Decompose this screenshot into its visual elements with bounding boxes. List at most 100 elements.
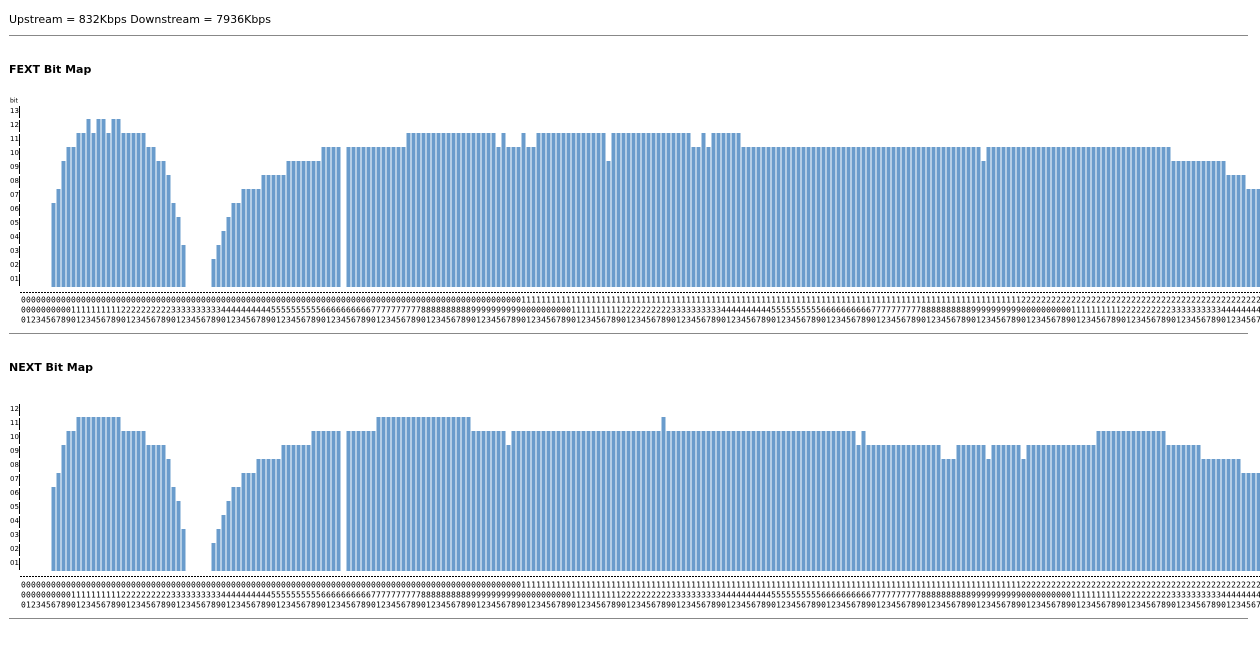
- tone-bar: [646, 431, 651, 571]
- tone-bar: [721, 431, 726, 571]
- tone-bar: [936, 147, 941, 287]
- tone-bar: [636, 431, 641, 571]
- tone-bar: [56, 189, 61, 287]
- tone-bar: [351, 431, 356, 571]
- tone-bar: [921, 445, 926, 571]
- tone-bar: [1056, 147, 1061, 287]
- tone-bar: [786, 147, 791, 287]
- tone-bar: [686, 133, 691, 287]
- tone-bar: [961, 147, 966, 287]
- tone-bar: [581, 133, 586, 287]
- tone-bar: [916, 445, 921, 571]
- tone-bar: [461, 417, 466, 571]
- tone-bar: [216, 529, 221, 571]
- tone-bar: [566, 431, 571, 571]
- y-tick-label: 04: [10, 233, 19, 241]
- tone-bar: [706, 431, 711, 571]
- tone-bar: [441, 133, 446, 287]
- tone-bar: [1111, 147, 1116, 287]
- tone-bar: [226, 217, 231, 287]
- tone-bar: [606, 161, 611, 287]
- tone-bar: [1231, 175, 1236, 287]
- tone-bar: [1031, 445, 1036, 571]
- tone-bar: [946, 147, 951, 287]
- tone-bar: [486, 133, 491, 287]
- tone-bar: [701, 431, 706, 571]
- tone-bar: [1081, 147, 1086, 287]
- tone-bar: [791, 147, 796, 287]
- tone-bar: [631, 133, 636, 287]
- tone-bar: [536, 431, 541, 571]
- tone-bar: [976, 445, 981, 571]
- y-tick-label: 02: [10, 261, 19, 269]
- tone-bar: [241, 473, 246, 571]
- tone-bar: [266, 459, 271, 571]
- tone-bar: [271, 459, 276, 571]
- chart-title: NEXT Bit Map: [9, 361, 93, 374]
- tone-bar: [956, 445, 961, 571]
- tone-bar: [631, 431, 636, 571]
- tone-bar: [356, 147, 361, 287]
- tone-bar: [396, 147, 401, 287]
- tone-bar: [71, 147, 76, 287]
- tone-bar: [126, 133, 131, 287]
- tone-bar: [171, 203, 176, 287]
- tone-bar: [1146, 147, 1151, 287]
- tone-bar: [881, 147, 886, 287]
- tone-bar: [641, 133, 646, 287]
- tone-bar: [826, 431, 831, 571]
- tone-bar: [376, 147, 381, 287]
- tone-bar: [821, 431, 826, 571]
- tone-bar: [746, 431, 751, 571]
- tone-bar: [1241, 175, 1246, 287]
- tone-bar: [1236, 459, 1241, 571]
- tone-bar: [516, 431, 521, 571]
- tone-bar: [166, 459, 171, 571]
- tone-bar: [971, 147, 976, 287]
- tone-bar: [501, 133, 506, 287]
- tone-bar: [181, 529, 186, 571]
- tone-bar: [531, 147, 536, 287]
- tone-bar: [766, 147, 771, 287]
- tone-bar: [626, 133, 631, 287]
- tone-bar: [481, 133, 486, 287]
- tone-bar: [361, 147, 366, 287]
- tone-bar: [1121, 431, 1126, 571]
- tone-bar: [1136, 147, 1141, 287]
- tone-bar: [1041, 147, 1046, 287]
- tone-bar: [816, 147, 821, 287]
- tone-bar: [561, 133, 566, 287]
- tone-bar: [846, 431, 851, 571]
- tone-bar: [111, 417, 116, 571]
- tone-bar: [876, 147, 881, 287]
- tone-bar: [1101, 147, 1106, 287]
- tone-bar: [286, 161, 291, 287]
- tone-bar: [386, 417, 391, 571]
- tone-bar: [261, 175, 266, 287]
- tone-bar: [401, 417, 406, 571]
- tone-bar: [1056, 445, 1061, 571]
- tone-bar: [521, 431, 526, 571]
- tone-bar: [741, 431, 746, 571]
- tone-bar: [331, 147, 336, 287]
- tone-bar: [431, 133, 436, 287]
- tone-bar: [446, 133, 451, 287]
- tone-bar: [456, 133, 461, 287]
- tone-bar: [106, 417, 111, 571]
- tone-bar: [651, 431, 656, 571]
- tone-bar: [286, 445, 291, 571]
- tone-bar: [1146, 431, 1151, 571]
- tone-bar: [721, 133, 726, 287]
- tone-bar: [546, 133, 551, 287]
- tone-bar: [776, 147, 781, 287]
- tone-bar: [551, 133, 556, 287]
- tone-bar: [951, 147, 956, 287]
- tone-bar: [1026, 445, 1031, 571]
- tone-bar: [321, 147, 326, 287]
- tone-bar: [756, 147, 761, 287]
- tone-bar: [346, 147, 351, 287]
- tone-bar: [936, 445, 941, 571]
- tone-bar: [931, 147, 936, 287]
- tone-bar: [116, 417, 121, 571]
- tone-bar: [221, 515, 226, 571]
